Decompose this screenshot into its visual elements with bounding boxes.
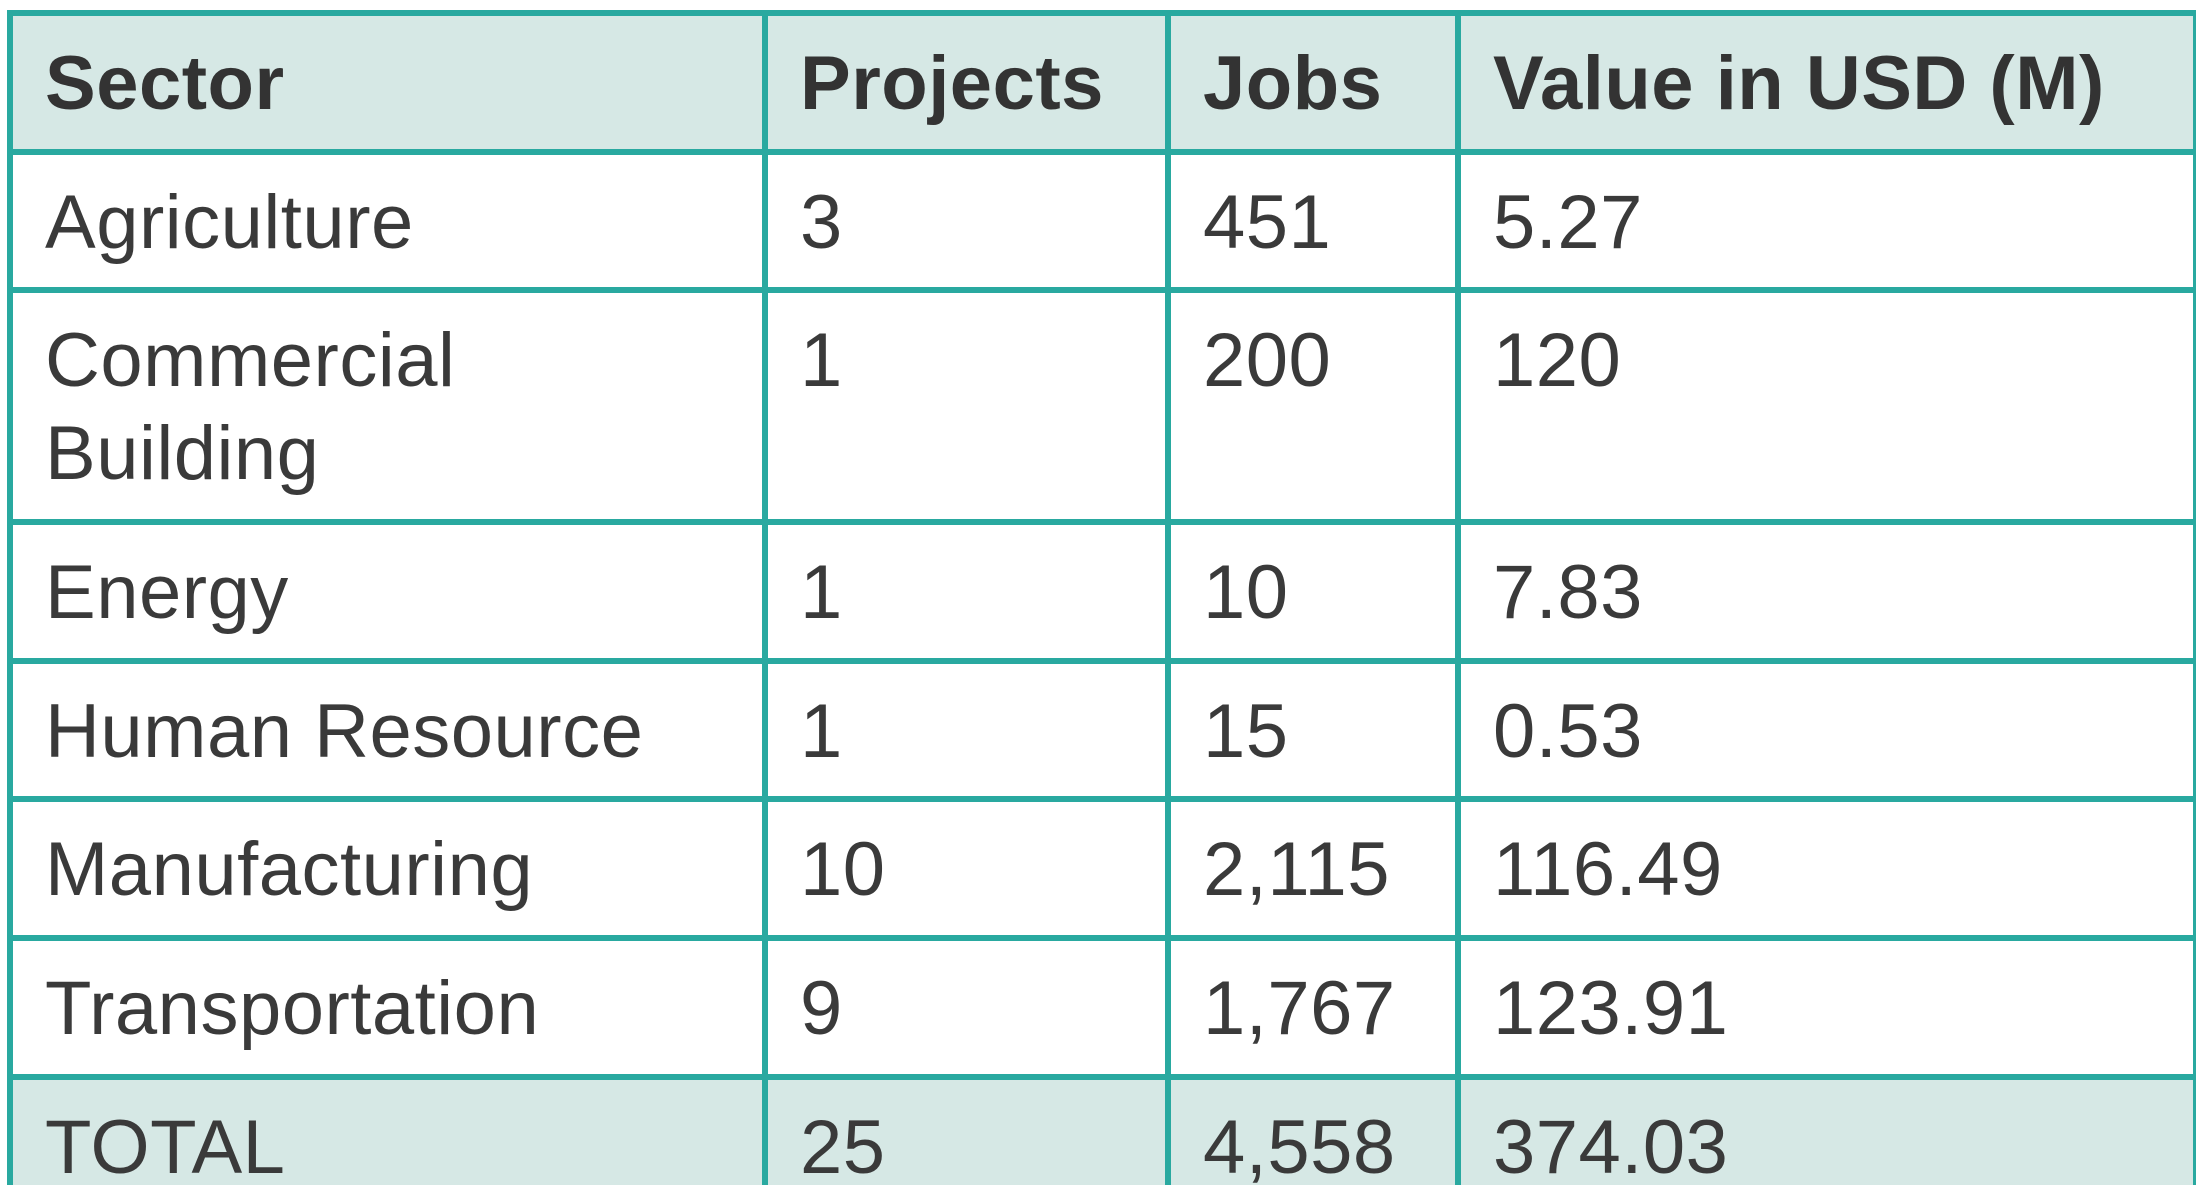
column-header-jobs: Jobs xyxy=(1165,10,1461,155)
column-header-projects: Projects xyxy=(762,10,1171,155)
cell-projects: 9 xyxy=(762,935,1171,1080)
cell-sector: Transportation xyxy=(7,935,768,1080)
cell-jobs: 10 xyxy=(1165,518,1461,664)
cell-sector: Human Resource xyxy=(7,657,768,803)
cell-jobs: 451 xyxy=(1165,148,1461,294)
cell-projects: 10 xyxy=(762,796,1171,942)
cell-value: 120 xyxy=(1455,287,2196,525)
cell-projects: 1 xyxy=(762,287,1171,525)
cell-jobs: 200 xyxy=(1165,287,1461,525)
total-projects: 25 xyxy=(762,1073,1171,1185)
table-row-energy: Energy 1 10 7.83 xyxy=(7,518,2196,664)
cell-jobs: 1,767 xyxy=(1165,935,1461,1080)
cell-value: 0.53 xyxy=(1455,657,2196,803)
cell-sector: Agriculture xyxy=(7,148,768,294)
total-label: TOTAL xyxy=(7,1073,768,1185)
table-row-manufacturing: Manufacturing 10 2,115 116.49 xyxy=(7,796,2196,942)
cell-sector: Energy xyxy=(7,518,768,664)
table-row-transportation: Transportation 9 1,767 123.91 xyxy=(7,935,2196,1080)
cell-value: 7.83 xyxy=(1455,518,2196,664)
cell-jobs: 15 xyxy=(1165,657,1461,803)
cell-value: 116.49 xyxy=(1455,796,2196,942)
column-header-value: Value in USD (M) xyxy=(1455,10,2196,155)
cell-projects: 1 xyxy=(762,657,1171,803)
total-jobs: 4,558 xyxy=(1165,1073,1461,1185)
table-row-commercial-building: Commercial Building 1 200 120 xyxy=(7,287,2196,525)
column-header-sector: Sector xyxy=(7,10,768,155)
cell-projects: 1 xyxy=(762,518,1171,664)
table-row-total: TOTAL 25 4,558 374.03 xyxy=(7,1073,2196,1185)
total-value: 374.03 xyxy=(1455,1073,2196,1185)
cell-value: 123.91 xyxy=(1455,935,2196,1080)
table-row-human-resource: Human Resource 1 15 0.53 xyxy=(7,657,2196,803)
sector-data-table: Sector Projects Jobs Value in USD (M) Ag… xyxy=(7,10,2196,1185)
cell-value: 5.27 xyxy=(1455,148,2196,294)
cell-jobs: 2,115 xyxy=(1165,796,1461,942)
header-row: Sector Projects Jobs Value in USD (M) xyxy=(7,10,2196,155)
cell-sector: Manufacturing xyxy=(7,796,768,942)
cell-sector: Commercial Building xyxy=(7,287,768,525)
table-row-agriculture: Agriculture 3 451 5.27 xyxy=(7,148,2196,294)
cell-projects: 3 xyxy=(762,148,1171,294)
